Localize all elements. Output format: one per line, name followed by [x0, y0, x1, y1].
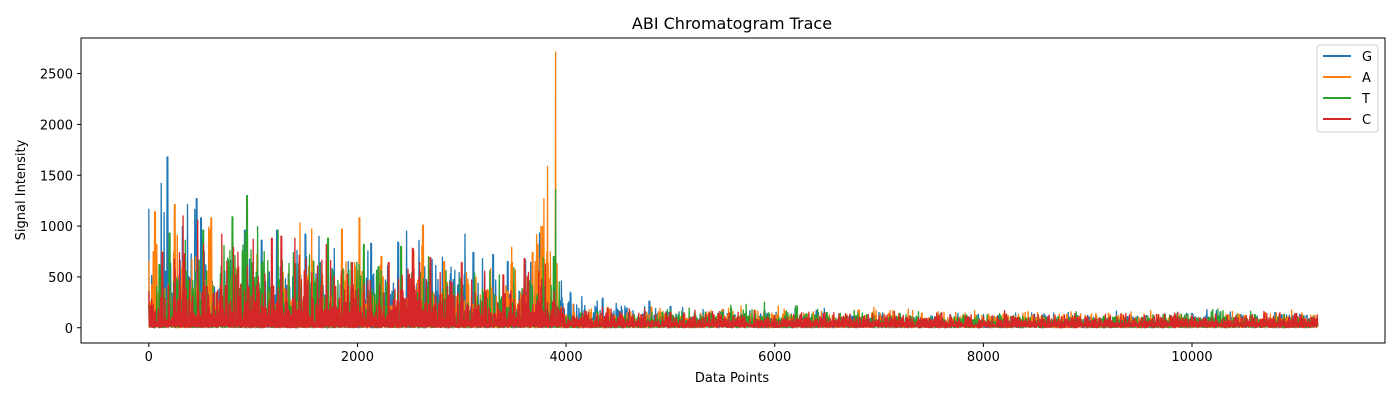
legend-label-c: C	[1362, 113, 1371, 128]
x-tick-label: 8000	[967, 350, 1000, 365]
y-tick-label: 2500	[40, 68, 73, 83]
x-tick-label: 10000	[1171, 350, 1212, 365]
x-tick-label: 6000	[758, 350, 791, 365]
legend-box	[1316, 44, 1379, 133]
trace-lines	[148, 51, 1319, 329]
legend-label-a: A	[1362, 71, 1371, 86]
y-tick-label: 0	[65, 322, 73, 337]
y-tick-label: 2000	[40, 118, 73, 133]
y-tick-label: 1000	[40, 220, 73, 235]
x-axis: 0 2000 4000 6000 8000 10000	[145, 343, 1213, 365]
legend-label-t: T	[1361, 92, 1370, 107]
plot-frame	[80, 37, 1386, 344]
y-tick-label: 1500	[40, 169, 73, 184]
x-tick-label: 0	[145, 350, 153, 365]
x-axis-title: Data Points	[695, 371, 769, 386]
y-tick-label: 500	[48, 271, 73, 286]
y-axis-title: Signal Intensity	[14, 139, 29, 240]
x-tick-label: 4000	[550, 350, 583, 365]
chart-title: ABI Chromatogram Trace	[632, 14, 832, 33]
x-tick-label: 2000	[341, 350, 374, 365]
trace-line-c	[148, 215, 1319, 329]
legend-label-g: G	[1362, 50, 1372, 65]
y-axis: 0 500 1000 1500 2000 2500	[40, 68, 81, 337]
